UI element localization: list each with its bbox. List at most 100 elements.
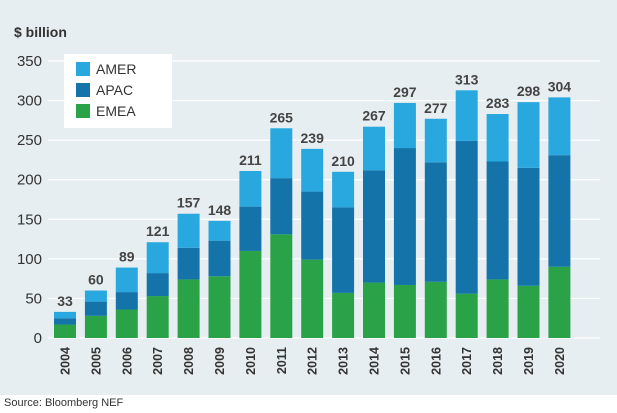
total-label-2019: 298 [517, 83, 541, 99]
y-tick-label: 50 [25, 290, 42, 307]
bar-amer-2019 [517, 102, 540, 168]
legend-swatch-apac [76, 83, 90, 97]
legend-swatch-emea [76, 104, 90, 118]
y-tick-label: 300 [17, 93, 42, 110]
total-label-2014: 267 [362, 108, 386, 124]
bar-apac-2013 [332, 207, 355, 293]
x-tick-label-2019: 2019 [522, 347, 536, 375]
x-tick-label-2020: 2020 [553, 347, 567, 375]
total-label-2013: 210 [331, 153, 355, 169]
bar-emea-2020 [548, 266, 571, 338]
total-label-2017: 313 [455, 71, 479, 87]
bar-apac-2020 [548, 155, 571, 267]
bar-apac-2019 [517, 167, 540, 286]
bar-apac-2018 [486, 161, 509, 280]
total-label-2020: 304 [548, 78, 572, 94]
legend-label-emea: EMEA [96, 103, 136, 119]
x-tick-label-2007: 2007 [151, 347, 165, 375]
bar-apac-2009 [208, 240, 231, 277]
bar-amer-2013 [332, 171, 355, 208]
bar-emea-2004 [54, 324, 76, 338]
bar-amer-2004 [54, 311, 76, 319]
legend: AMER APAC EMEA [64, 54, 172, 128]
x-tick-label-2014: 2014 [368, 347, 382, 375]
x-tick-label-2015: 2015 [398, 347, 412, 375]
total-label-2009: 148 [208, 202, 232, 218]
bar-apac-2017 [455, 140, 478, 294]
bar-apac-2015 [393, 148, 416, 285]
y-tick-label: 150 [17, 211, 42, 228]
x-tick-label-2008: 2008 [182, 347, 196, 375]
total-label-2012: 239 [301, 130, 325, 146]
source-note: Source: Bloomberg NEF [4, 397, 124, 409]
bar-apac-2010 [239, 206, 262, 251]
bar-amer-2015 [393, 102, 416, 149]
bar-amer-2017 [455, 90, 478, 141]
x-tick-label-2010: 2010 [244, 347, 258, 375]
y-axis-unit-label: $ billion [14, 24, 67, 40]
bar-emea-2016 [424, 281, 447, 338]
bar-apac-2005 [84, 301, 107, 316]
bar-emea-2005 [84, 315, 107, 338]
bar-apac-2016 [424, 162, 447, 282]
bar-amer-2008 [177, 213, 200, 248]
y-tick-label: 100 [17, 251, 42, 268]
y-tick-label: 250 [17, 132, 42, 149]
bar-emea-2019 [517, 285, 540, 338]
total-label-2011: 265 [270, 109, 294, 125]
x-tick-label-2018: 2018 [491, 347, 505, 375]
total-label-2018: 283 [486, 95, 510, 111]
total-labels: 33 60 89 121 157 148 211 265 239 210 267 297 277 313 2… [57, 71, 571, 309]
bar-amer-2009 [208, 220, 231, 241]
bar-emea-2017 [455, 293, 478, 338]
total-label-2007: 121 [146, 223, 170, 239]
x-tick-label-2004: 2004 [59, 347, 73, 375]
bar-apac-2008 [177, 247, 200, 280]
legend-label-amer: AMER [96, 61, 136, 77]
bar-apac-2007 [146, 273, 169, 297]
total-label-2016: 277 [424, 100, 448, 116]
x-tick-label-2006: 2006 [120, 347, 134, 375]
bar-emea-2008 [177, 279, 200, 338]
x-axis-ticks: 2004 2005 2006 2007 2008 2009 2010 2011 2012 2013… [59, 347, 567, 375]
bar-emea-2011 [270, 234, 293, 338]
bar-emea-2010 [239, 250, 262, 338]
y-tick-label: 200 [17, 172, 42, 189]
bar-amer-2014 [363, 126, 385, 171]
x-tick-label-2009: 2009 [213, 347, 227, 375]
stacked-bar-chart: 0 50 100 150 200 250 300 350 $ billion 33 60 89 12… [14, 24, 600, 375]
total-label-2010: 211 [239, 152, 262, 168]
bar-emea-2015 [393, 284, 416, 338]
chart-area: 0 50 100 150 200 250 300 350 $ billion 33 60 89 12… [0, 0, 617, 395]
x-tick-label-2016: 2016 [429, 347, 443, 375]
bar-amer-2006 [115, 267, 138, 293]
x-tick-label-2012: 2012 [306, 347, 320, 375]
legend-label-apac: APAC [96, 82, 133, 98]
bar-amer-2020 [548, 97, 571, 156]
y-tick-label: 0 [34, 330, 42, 347]
bar-emea-2009 [208, 276, 231, 338]
bar-emea-2006 [115, 309, 138, 338]
x-tick-label-2017: 2017 [460, 347, 474, 375]
bars [54, 90, 571, 338]
bar-emea-2018 [486, 279, 509, 338]
bar-emea-2007 [146, 296, 169, 338]
bar-amer-2007 [146, 242, 169, 274]
total-label-2008: 157 [177, 195, 201, 211]
bar-emea-2012 [301, 259, 324, 338]
x-tick-label-2011: 2011 [275, 347, 289, 374]
bar-apac-2012 [301, 191, 324, 260]
bar-amer-2012 [301, 148, 324, 192]
y-tick-label: 350 [17, 53, 42, 70]
y-axis-ticks: 0 50 100 150 200 250 300 350 [17, 53, 42, 347]
bar-apac-2006 [115, 292, 138, 310]
total-label-2006: 89 [119, 249, 135, 265]
x-tick-label-2005: 2005 [89, 347, 103, 375]
x-tick-label-2013: 2013 [337, 347, 351, 375]
bar-amer-2018 [486, 114, 509, 162]
bar-apac-2004 [54, 318, 76, 325]
bar-emea-2013 [332, 292, 355, 338]
bar-amer-2016 [424, 118, 447, 163]
total-label-2015: 297 [393, 84, 417, 100]
bar-amer-2005 [84, 290, 107, 302]
